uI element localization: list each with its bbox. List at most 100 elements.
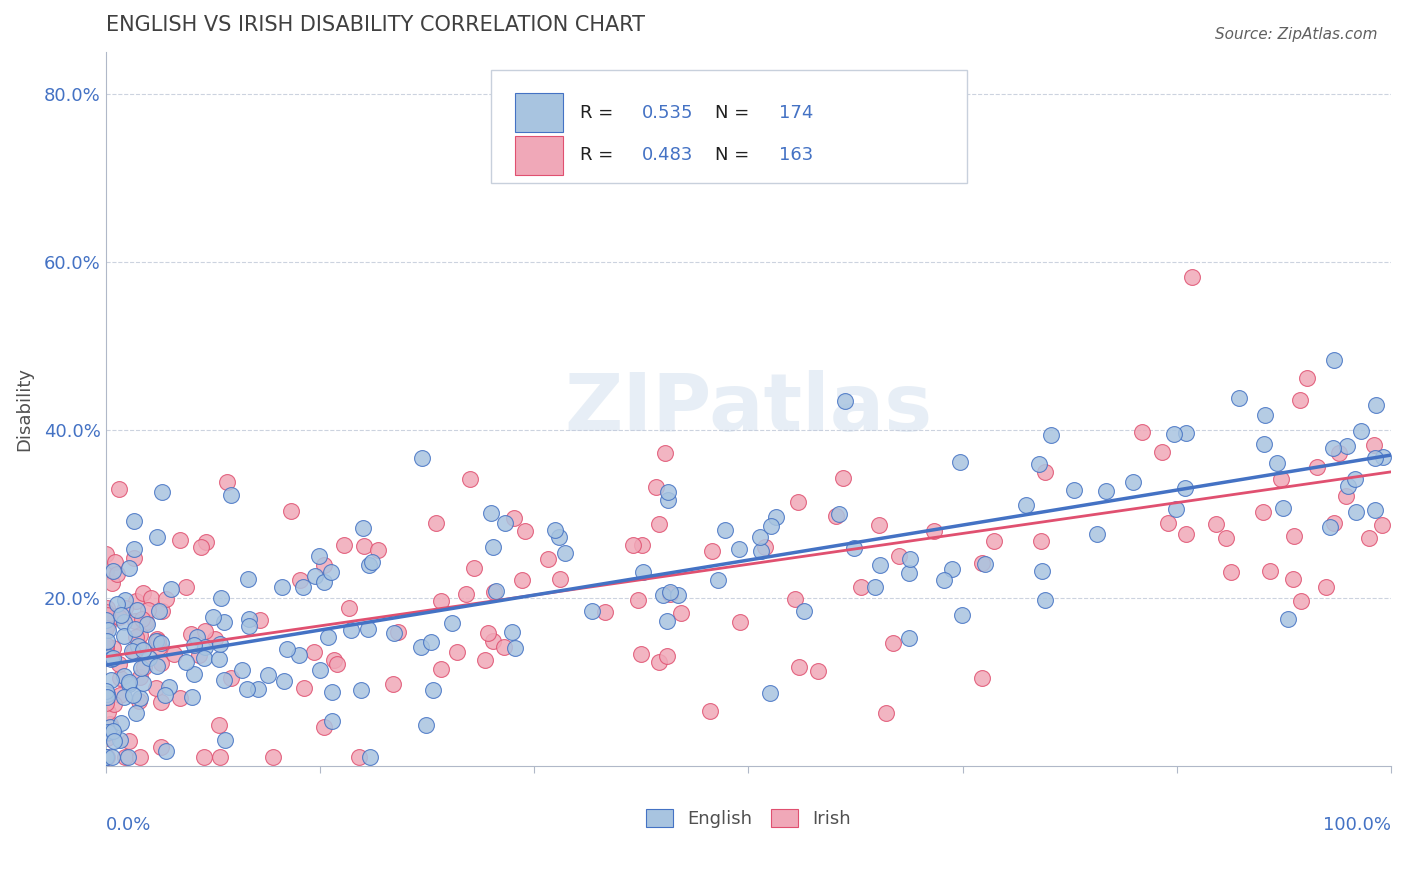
Point — [136, 616, 159, 631]
Point — [146, 632, 169, 646]
Point — [96, 634, 118, 648]
Point — [208, 651, 231, 665]
Point — [658, 584, 681, 599]
Point — [124, 594, 146, 608]
Point — [153, 689, 176, 703]
Point — [482, 540, 505, 554]
Point — [136, 603, 159, 617]
Point — [1362, 438, 1385, 452]
Point — [288, 574, 311, 588]
Point — [96, 731, 118, 745]
Point — [1306, 460, 1329, 475]
Point — [194, 640, 217, 655]
Point — [983, 534, 1005, 549]
Point — [208, 718, 231, 732]
Point — [654, 446, 676, 460]
Point — [150, 739, 173, 754]
Point — [94, 641, 117, 656]
Point — [194, 624, 217, 639]
Point — [869, 558, 891, 573]
Point — [128, 628, 150, 642]
Point — [104, 555, 127, 569]
Point — [501, 624, 523, 639]
Point — [236, 681, 259, 696]
Point — [180, 627, 202, 641]
Point — [280, 504, 302, 518]
Point — [186, 630, 208, 644]
Point — [783, 591, 806, 606]
Point — [333, 538, 356, 552]
Point — [169, 691, 191, 706]
Point — [1227, 391, 1250, 405]
Point — [204, 632, 226, 647]
Point — [655, 649, 678, 664]
Point — [1031, 564, 1053, 578]
Point — [108, 482, 131, 496]
Point — [787, 495, 810, 509]
Point — [898, 551, 921, 566]
Point — [537, 552, 560, 566]
Point — [1319, 520, 1341, 534]
Point — [112, 615, 135, 629]
Point — [219, 671, 242, 685]
Point — [150, 695, 173, 709]
Point — [477, 625, 499, 640]
Point — [425, 516, 447, 531]
Point — [422, 683, 444, 698]
Point — [246, 681, 269, 696]
Point — [707, 573, 730, 587]
Point — [273, 673, 295, 688]
Point — [101, 640, 124, 655]
Point — [124, 623, 146, 637]
Point — [149, 656, 172, 670]
Point — [219, 488, 242, 502]
Text: 174: 174 — [779, 103, 814, 121]
Point — [127, 603, 149, 617]
Point — [1289, 392, 1312, 407]
Point — [314, 575, 336, 590]
FancyBboxPatch shape — [515, 93, 564, 132]
FancyBboxPatch shape — [491, 70, 967, 183]
Point — [932, 573, 955, 587]
Point — [1253, 437, 1275, 451]
Text: R =: R = — [581, 103, 619, 121]
Point — [657, 492, 679, 507]
Point — [134, 616, 156, 631]
Point — [1358, 531, 1381, 545]
Point — [114, 750, 136, 764]
Point — [96, 608, 118, 623]
Point — [214, 733, 236, 747]
Point — [970, 557, 993, 571]
Point — [122, 514, 145, 528]
Point — [1205, 517, 1227, 532]
Point — [1122, 475, 1144, 490]
Point — [118, 733, 141, 747]
Point — [96, 750, 118, 764]
Point — [125, 630, 148, 644]
Point — [304, 645, 326, 659]
Point — [183, 638, 205, 652]
Point — [128, 694, 150, 708]
Point — [323, 652, 346, 666]
Point — [749, 530, 772, 544]
Point — [485, 584, 508, 599]
Point — [108, 732, 131, 747]
Point — [132, 642, 155, 657]
Point — [94, 750, 117, 764]
Point — [1315, 580, 1337, 594]
Point — [727, 542, 749, 557]
Point — [193, 650, 215, 665]
Point — [97, 651, 120, 665]
Point — [950, 607, 973, 622]
Point — [94, 621, 117, 635]
Point — [1364, 450, 1386, 465]
Point — [101, 576, 124, 591]
Point — [751, 544, 773, 558]
Point — [94, 605, 117, 619]
Point — [326, 657, 349, 672]
Point — [1163, 426, 1185, 441]
Point — [898, 566, 921, 580]
Point — [122, 542, 145, 557]
Point — [96, 690, 118, 705]
Point — [291, 580, 314, 594]
